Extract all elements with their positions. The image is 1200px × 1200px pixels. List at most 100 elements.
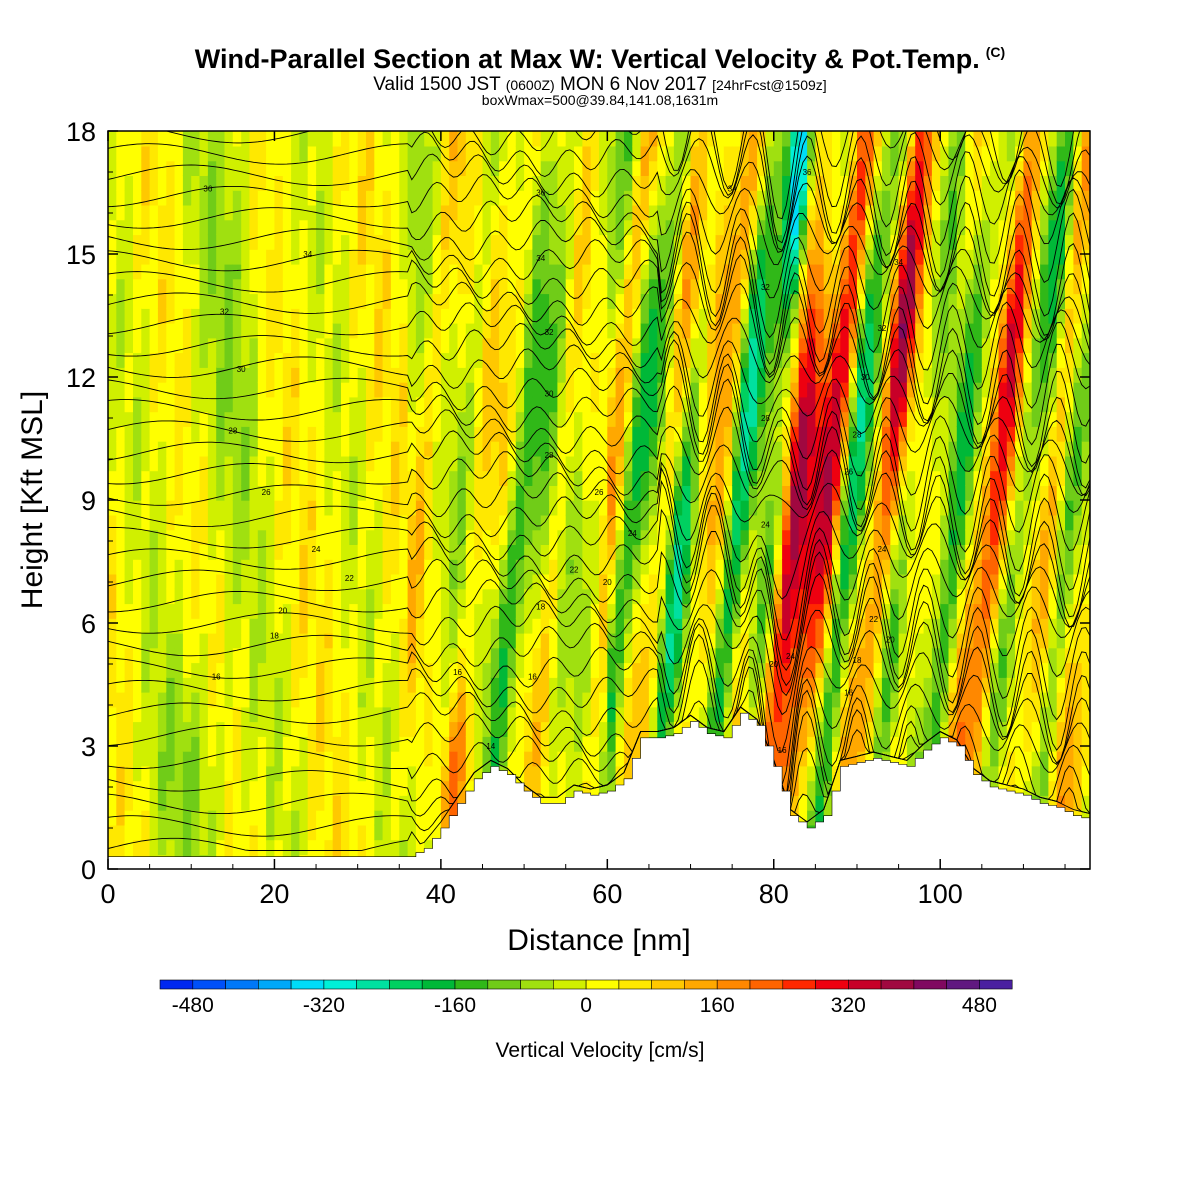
w-cell xyxy=(382,810,392,826)
w-cell xyxy=(324,514,334,531)
w-cell xyxy=(424,573,434,590)
w-cell xyxy=(648,278,658,295)
w-cell xyxy=(682,455,692,472)
w-cell xyxy=(823,765,833,782)
w-cell xyxy=(640,677,650,693)
w-cell xyxy=(440,721,450,737)
w-cell xyxy=(474,750,484,767)
w-cell xyxy=(382,426,392,442)
w-cell xyxy=(557,603,567,619)
w-cell xyxy=(274,706,284,723)
w-cell xyxy=(307,278,317,295)
w-cell xyxy=(549,588,559,605)
w-cell xyxy=(191,352,201,368)
w-cell xyxy=(807,677,817,693)
w-cell xyxy=(282,396,292,413)
w-cell xyxy=(823,204,833,221)
w-cell xyxy=(582,736,592,752)
w-cell xyxy=(698,455,708,472)
w-cell xyxy=(399,145,409,162)
w-cell xyxy=(740,352,750,368)
w-cell xyxy=(640,455,650,472)
w-cell xyxy=(549,337,559,354)
w-cell xyxy=(357,662,367,678)
w-cell xyxy=(748,381,758,398)
w-cell xyxy=(732,249,742,265)
w-cell xyxy=(382,677,392,693)
w-cell xyxy=(698,677,708,693)
w-cell xyxy=(232,263,242,280)
w-cell xyxy=(881,175,891,191)
w-cell xyxy=(898,588,908,605)
w-cell xyxy=(732,263,742,280)
w-cell xyxy=(166,441,176,457)
w-cell xyxy=(881,337,891,354)
w-cell xyxy=(224,632,234,649)
w-cell xyxy=(357,559,367,575)
w-cell xyxy=(174,839,184,855)
w-cell xyxy=(166,750,176,767)
w-cell xyxy=(216,175,226,191)
w-cell xyxy=(790,647,800,664)
w-cell xyxy=(232,765,242,782)
w-cell xyxy=(832,426,841,442)
w-cell xyxy=(324,411,334,427)
w-cell xyxy=(332,677,342,693)
w-cell xyxy=(374,677,384,693)
w-cell xyxy=(299,293,309,309)
w-cell xyxy=(540,765,550,782)
w-cell xyxy=(690,367,700,383)
w-cell xyxy=(474,573,484,590)
w-cell xyxy=(291,367,301,383)
w-cell xyxy=(840,529,850,545)
w-cell xyxy=(465,411,475,427)
w-cell xyxy=(807,411,817,427)
w-cell xyxy=(432,381,442,398)
w-cell xyxy=(624,204,633,221)
w-cell xyxy=(291,131,301,132)
w-cell xyxy=(823,573,833,590)
w-cell xyxy=(157,337,167,354)
w-cell xyxy=(149,470,159,486)
w-cell xyxy=(157,647,167,664)
w-cell xyxy=(316,544,326,560)
w-cell xyxy=(757,263,767,280)
w-cell xyxy=(906,618,916,634)
w-cell xyxy=(257,588,267,605)
w-cell xyxy=(249,367,259,383)
w-cell xyxy=(357,677,367,693)
w-cell xyxy=(282,293,292,309)
w-cell xyxy=(865,750,875,767)
w-cell xyxy=(274,677,284,693)
w-cell xyxy=(316,810,326,826)
w-cell xyxy=(765,278,775,295)
w-cell xyxy=(748,131,758,147)
w-cell xyxy=(832,204,841,221)
w-cell xyxy=(848,588,858,605)
w-cell xyxy=(773,603,783,619)
w-cell xyxy=(540,485,550,501)
w-cell xyxy=(499,190,509,206)
w-cell xyxy=(823,485,833,501)
w-cell xyxy=(507,396,517,413)
w-cell xyxy=(349,618,359,634)
w-cell xyxy=(840,249,850,265)
w-cell xyxy=(149,441,159,457)
w-cell xyxy=(490,204,500,221)
w-cell xyxy=(449,618,459,634)
w-cell xyxy=(599,337,608,354)
w-cell xyxy=(599,588,608,605)
w-cell xyxy=(324,249,334,265)
w-cell xyxy=(282,263,292,280)
w-cell xyxy=(690,396,700,413)
w-cell xyxy=(266,573,276,590)
w-cell xyxy=(291,721,301,737)
w-cell xyxy=(757,455,767,472)
w-cell xyxy=(790,544,800,560)
w-cell xyxy=(241,706,251,723)
w-cell xyxy=(707,160,717,176)
w-cell xyxy=(790,367,800,383)
w-cell xyxy=(865,588,875,605)
w-cell xyxy=(108,131,117,147)
w-cell xyxy=(915,662,925,678)
